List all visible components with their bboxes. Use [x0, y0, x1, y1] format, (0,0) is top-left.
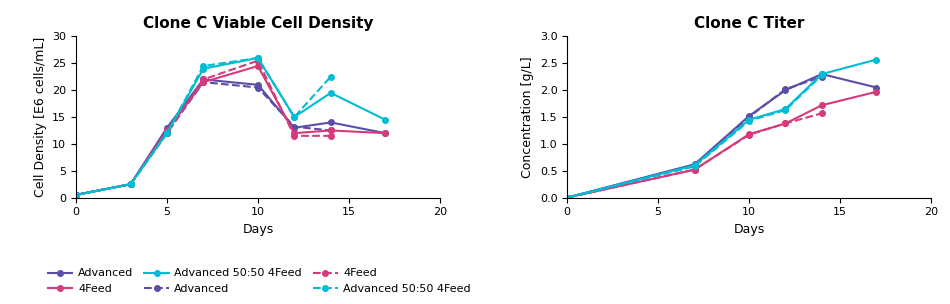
- X-axis label: Days: Days: [733, 223, 765, 236]
- Title: Clone C Titer: Clone C Titer: [694, 16, 805, 31]
- X-axis label: Days: Days: [242, 223, 274, 236]
- Legend: Advanced, 4Feed, Advanced 50:50 4Feed, Advanced, 4Feed, Advanced 50:50 4Feed: Advanced, 4Feed, Advanced 50:50 4Feed, A…: [44, 264, 475, 299]
- Y-axis label: Cell Density [E6 cells/mL]: Cell Density [E6 cells/mL]: [33, 37, 47, 197]
- Title: Clone C Viable Cell Density: Clone C Viable Cell Density: [142, 16, 373, 31]
- Y-axis label: Concentration [g/L]: Concentration [g/L]: [522, 56, 534, 178]
